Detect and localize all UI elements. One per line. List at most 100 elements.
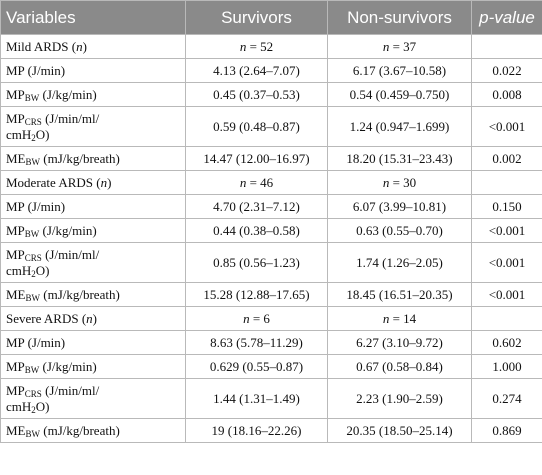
variable-subscript: BW bbox=[24, 92, 40, 103]
variable-unit-end: O) bbox=[35, 126, 50, 142]
survivors-value: 19 (18.16–22.26) bbox=[185, 418, 328, 443]
header-survivors: Survivors bbox=[185, 0, 328, 35]
p-value: 0.869 bbox=[471, 418, 542, 443]
group-label-close: ) bbox=[107, 174, 112, 190]
unit-subscript: 2 bbox=[31, 132, 36, 143]
group-label: Moderate ARDS ( bbox=[6, 174, 101, 190]
p-value: <0.001 bbox=[471, 106, 542, 147]
survivors-count: = 46 bbox=[246, 174, 274, 190]
group-p-cell bbox=[471, 34, 542, 59]
variable-cell: MP (J/min) bbox=[0, 58, 186, 83]
non-survivors-count: = 37 bbox=[389, 38, 417, 54]
variable-name: MP bbox=[6, 62, 25, 78]
group-label-cell: Severe ARDS (n) bbox=[0, 306, 186, 331]
variable-unit-end: O) bbox=[35, 262, 50, 278]
variable-unit: (mJ/kg/breath) bbox=[40, 422, 120, 438]
variable-unit: (J/min/ml/ bbox=[41, 382, 100, 398]
variable-name: MP bbox=[6, 86, 25, 102]
n-symbol: n bbox=[382, 174, 390, 190]
group-label-close: ) bbox=[82, 38, 87, 54]
group-p-cell bbox=[471, 306, 542, 331]
survivors-count: = 6 bbox=[249, 310, 270, 326]
variable-subscript: BW bbox=[24, 228, 40, 239]
variable-name: MP bbox=[6, 334, 25, 350]
variable-unit: (J/kg/min) bbox=[39, 222, 97, 238]
group-label: Severe ARDS ( bbox=[6, 310, 87, 326]
non-survivors-value: 18.20 (15.31–23.43) bbox=[327, 146, 472, 171]
header-p-value: p-value bbox=[471, 0, 542, 35]
variable-subscript: BW bbox=[24, 364, 40, 375]
survivors-value: 4.70 (2.31–7.12) bbox=[185, 194, 328, 219]
survivors-value: 0.44 (0.38–0.58) bbox=[185, 218, 328, 243]
group-label-n: n bbox=[100, 174, 108, 190]
group-label-cell: Moderate ARDS (n) bbox=[0, 170, 186, 195]
variable-cell: MPCRS (J/min/ml/cmH2O) bbox=[0, 106, 186, 147]
variable-cell: MPBW (J/kg/min) bbox=[0, 218, 186, 243]
group-label-cell: Mild ARDS (n) bbox=[0, 34, 186, 59]
survivors-value: 4.13 (2.64–7.07) bbox=[185, 58, 328, 83]
group-row: Mild ARDS (n) n = 52 n = 37 bbox=[0, 34, 542, 59]
survivors-value: 14.47 (12.00–16.97) bbox=[185, 146, 328, 171]
variable-unit: (J/min) bbox=[24, 62, 66, 78]
non-survivors-value: 6.07 (3.99–10.81) bbox=[327, 194, 472, 219]
non-survivors-value: 6.27 (3.10–9.72) bbox=[327, 330, 472, 355]
non-survivors-value: 1.74 (1.26–2.05) bbox=[327, 242, 472, 283]
results-table: Variables Survivors Non-survivors p-valu… bbox=[0, 0, 542, 443]
variable-name: MP bbox=[6, 358, 25, 374]
variable-name: ME bbox=[6, 422, 26, 438]
unit-subscript: 2 bbox=[31, 268, 36, 279]
p-value: <0.001 bbox=[471, 242, 542, 283]
non-survivors-value: 0.63 (0.55–0.70) bbox=[327, 218, 472, 243]
variable-subscript: BW bbox=[25, 156, 41, 167]
n-symbol: n bbox=[382, 38, 390, 54]
variable-unit: (mJ/kg/breath) bbox=[40, 150, 120, 166]
variable-cell: MEBW (mJ/kg/breath) bbox=[0, 418, 186, 443]
variable-unit: (J/min) bbox=[24, 198, 66, 214]
n-symbol: n bbox=[243, 310, 250, 326]
variable-unit-cont: cmH bbox=[6, 126, 32, 142]
variable-cell: MP (J/min) bbox=[0, 194, 186, 219]
variable-unit: (J/kg/min) bbox=[39, 86, 97, 102]
variable-subscript: CRS bbox=[24, 388, 42, 399]
variable-cell: MEBW (mJ/kg/breath) bbox=[0, 282, 186, 307]
variable-subscript: CRS bbox=[24, 252, 42, 263]
n-symbol: n bbox=[239, 38, 247, 54]
non-survivors-value: 2.23 (1.90–2.59) bbox=[327, 378, 472, 419]
table-row: MEBW (mJ/kg/breath) 14.47 (12.00–16.97) 18… bbox=[0, 146, 542, 171]
group-p-cell bbox=[471, 170, 542, 195]
non-survivors-value: 6.17 (3.67–10.58) bbox=[327, 58, 472, 83]
non-survivors-value: 0.54 (0.459–0.750) bbox=[327, 82, 472, 107]
variable-name: MP bbox=[6, 382, 25, 398]
survivors-value: 0.85 (0.56–1.23) bbox=[185, 242, 328, 283]
survivors-value: 8.63 (5.78–11.29) bbox=[185, 330, 328, 355]
variable-subscript: BW bbox=[25, 428, 41, 439]
survivors-value: 1.44 (1.31–1.49) bbox=[185, 378, 328, 419]
table-row: MP (J/min) 4.13 (2.64–7.07) 6.17 (3.67–10.… bbox=[0, 58, 542, 83]
variable-cell: MEBW (mJ/kg/breath) bbox=[0, 146, 186, 171]
table-row: MPCRS (J/min/ml/cmH2O) 0.85 (0.56–1.23) 1.… bbox=[0, 242, 542, 283]
survivors-count: = 52 bbox=[246, 38, 274, 54]
variable-subscript: CRS bbox=[24, 116, 42, 127]
variable-cell: MP (J/min) bbox=[0, 330, 186, 355]
variable-name: MP bbox=[6, 110, 25, 126]
n-symbol: n bbox=[382, 310, 390, 326]
table-row: MP (J/min) 8.63 (5.78–11.29) 6.27 (3.10–9.… bbox=[0, 330, 542, 355]
non-survivors-count: = 14 bbox=[389, 310, 417, 326]
n-symbol: n bbox=[239, 174, 247, 190]
survivors-value: 0.45 (0.37–0.53) bbox=[185, 82, 328, 107]
header-row: Variables Survivors Non-survivors p-valu… bbox=[0, 0, 542, 35]
variable-cell: MPCRS (J/min/ml/cmH2O) bbox=[0, 242, 186, 283]
variable-unit: (J/kg/min) bbox=[39, 358, 97, 374]
table-row: MPBW (J/kg/min) 0.629 (0.55–0.87) 0.67 (0.… bbox=[0, 354, 542, 379]
p-value: 0.150 bbox=[471, 194, 542, 219]
table-body: Mild ARDS (n) n = 52 n = 37 MP (J/min) 4.13 … bbox=[0, 34, 542, 443]
survivors-value: 0.59 (0.48–0.87) bbox=[185, 106, 328, 147]
table-row: MP (J/min) 4.70 (2.31–7.12) 6.07 (3.99–10.… bbox=[0, 194, 542, 219]
variable-subscript: BW bbox=[25, 292, 41, 303]
group-non-survivors-count-cell: n = 14 bbox=[327, 306, 472, 331]
p-value: <0.001 bbox=[471, 218, 542, 243]
variable-name: ME bbox=[6, 150, 26, 166]
variable-unit: (mJ/kg/breath) bbox=[40, 286, 120, 302]
survivors-value: 15.28 (12.88–17.65) bbox=[185, 282, 328, 307]
variable-name: MP bbox=[6, 246, 25, 262]
